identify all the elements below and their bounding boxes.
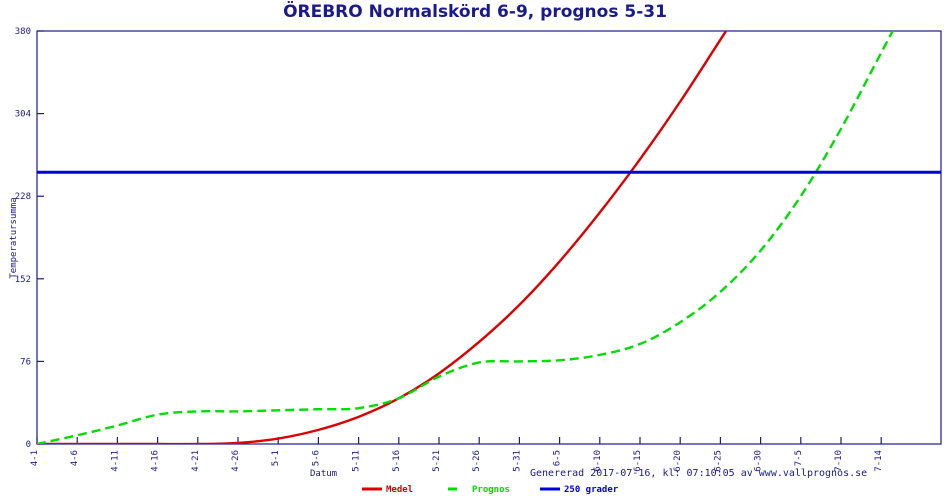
chart-legend: Medel Prognos 250 grader xyxy=(362,485,619,495)
x-tick-label: 6-20 xyxy=(673,450,683,472)
x-tick-label: 7-14 xyxy=(874,450,884,472)
x-tick-label: 4-21 xyxy=(191,450,201,472)
series-line-medel xyxy=(37,31,728,444)
legend-label-medel: Medel xyxy=(386,485,413,495)
x-tick-label: 5-21 xyxy=(432,450,442,472)
y-tick-label: 304 xyxy=(15,110,31,120)
x-tick-label: 6-25 xyxy=(713,450,723,472)
x-tick-label: 7-5 xyxy=(794,450,804,466)
y-tick-label: 228 xyxy=(15,192,31,202)
x-tick-label: 5-16 xyxy=(392,450,402,472)
x-tick-label: 4-26 xyxy=(231,450,241,472)
x-tick-label: 6-30 xyxy=(754,450,764,472)
x-tick-label: 5-11 xyxy=(352,450,362,472)
clipped-curves xyxy=(37,31,941,444)
x-axis-label: Datum xyxy=(310,469,337,479)
series-line-prognos xyxy=(37,31,895,444)
x-tick-label: 5-6 xyxy=(311,450,321,466)
x-axis-ticks: 4-1 4-6 4-11 4-16 4-21 4-26 5-1 5-6 5-11 5-16 5-21… xyxy=(30,437,884,472)
plot-frame xyxy=(36,30,942,445)
x-tick-label: 4-1 xyxy=(30,450,40,466)
x-tick-label: 7-10 xyxy=(834,450,844,472)
x-tick-label: 5-26 xyxy=(472,450,482,472)
page-title: ÖREBRO Normalskörd 6-9, prognos 5-31 xyxy=(283,0,667,22)
y-tick-label: 380 xyxy=(15,27,31,37)
x-tick-label: 6-10 xyxy=(593,450,603,472)
x-tick-label: 6-15 xyxy=(633,450,643,472)
x-tick-label: 5-31 xyxy=(512,450,522,472)
y-tick-label: 0 xyxy=(26,440,31,450)
y-tick-label: 152 xyxy=(15,275,31,285)
legend-label-prognos: Prognos xyxy=(472,485,510,495)
x-tick-label: 5-1 xyxy=(271,450,281,466)
x-tick-label: 4-6 xyxy=(70,450,80,466)
generated-stamp: Genererad 2017-07-16, kl: 07:10:05 av ww… xyxy=(530,468,867,479)
x-tick-label: 4-16 xyxy=(151,450,161,472)
legend-label-250-grader: 250 grader xyxy=(564,485,619,495)
x-tick-label: 6-5 xyxy=(553,450,563,466)
x-tick-label: 4-11 xyxy=(110,450,120,472)
y-tick-label: 76 xyxy=(20,357,31,367)
data-series-layer xyxy=(37,31,941,444)
y-axis-label: Temperatursumma xyxy=(9,197,19,278)
